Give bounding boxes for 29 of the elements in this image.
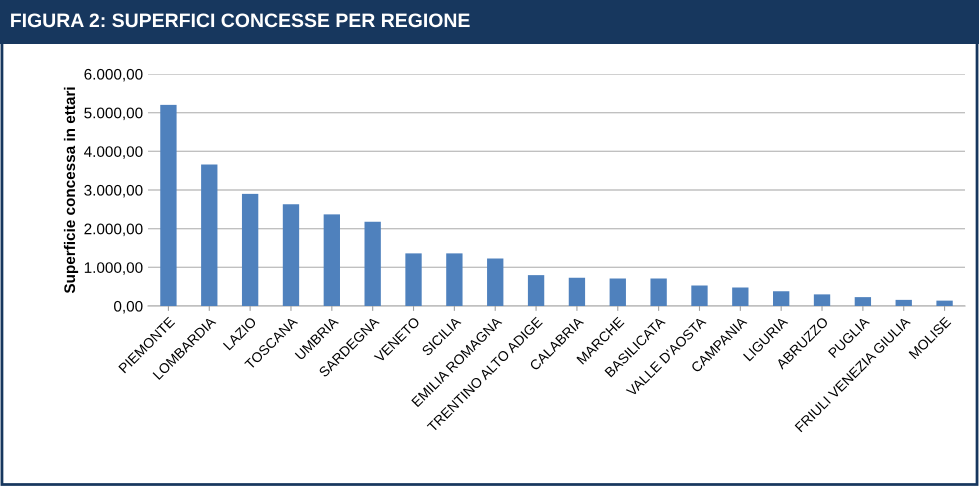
bar [242,194,258,306]
y-tick-label: 4.000,00 [84,146,143,159]
y-axis-title: Superficie concessa in ettari [64,87,78,294]
bar [732,287,748,306]
bar [160,104,177,306]
bar [691,286,708,306]
y-tick-label: 3.000,00 [84,184,143,198]
y-tick-label: 5.000,00 [84,108,143,120]
y-tick-label: 2.000,00 [84,224,143,236]
bar [201,164,218,306]
bar [446,253,463,306]
y-tick-label: 6.000,00 [84,68,143,82]
bar [854,297,872,306]
chart-title: FIGURA 2: SUPERFICI CONCESSE PER REGIONE [11,13,470,28]
y-tick-label: 0,00 [114,300,143,314]
bar [568,278,586,306]
bar [814,294,830,306]
bar [364,222,381,306]
bar [896,300,912,306]
bar [936,300,953,306]
bar [324,214,340,306]
bar [610,278,626,306]
bar [650,278,667,306]
bar [487,258,504,306]
y-tick-label: 1.000,00 [84,262,143,275]
bar [528,275,544,306]
bar [282,204,300,306]
bar [773,291,790,306]
bar [405,253,422,306]
